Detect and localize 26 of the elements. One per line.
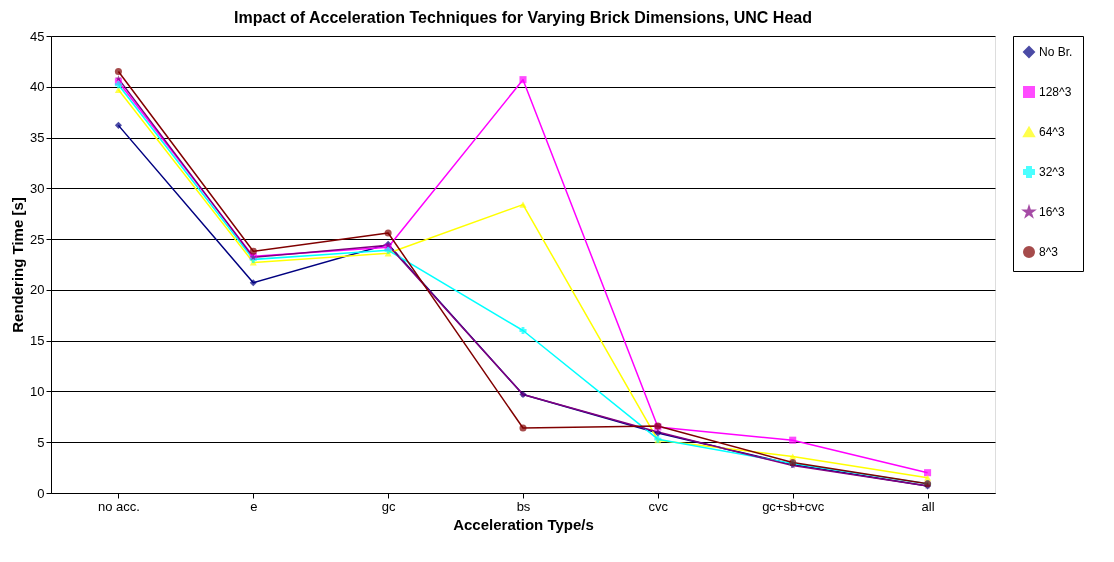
legend-label: 8^3 — [1039, 245, 1059, 259]
x-tick-label: gc+sb+cvc — [762, 498, 825, 514]
y-tick-label: 0 — [37, 485, 45, 501]
y-tick-label: 40 — [30, 79, 45, 95]
y-tick-label: 10 — [30, 383, 45, 399]
x-axis-title: Acceleration Type/s — [453, 515, 594, 533]
x-tick-label: bs — [516, 498, 531, 514]
y-tick-label: 45 — [30, 28, 45, 44]
x-tick-label: e — [250, 498, 258, 514]
legend-label: 32^3 — [1039, 165, 1065, 179]
x-tick-label: no acc. — [97, 498, 140, 514]
y-tick-label: 35 — [30, 130, 45, 146]
y-tick-label: 20 — [30, 282, 45, 298]
chart-title: Impact of Acceleration Techniques for Varying Brick Dimensions, UNC Head — [234, 9, 812, 26]
y-tick-label: 15 — [30, 333, 45, 349]
x-tick-label: gc — [381, 498, 397, 514]
legend-label: 16^3 — [1039, 205, 1065, 219]
legend-label: 64^3 — [1039, 125, 1065, 139]
y-tick-label: 25 — [30, 231, 45, 247]
x-tick-label: all — [921, 498, 935, 514]
legend-label: No Br. — [1039, 45, 1073, 59]
y-tick-label: 30 — [30, 180, 45, 196]
y-tick-label: 5 — [37, 434, 45, 450]
y-axis-title: Rendering Time [s] — [9, 197, 27, 333]
x-tick-label: cvc — [648, 498, 669, 514]
legend-label: 128^3 — [1039, 85, 1072, 99]
